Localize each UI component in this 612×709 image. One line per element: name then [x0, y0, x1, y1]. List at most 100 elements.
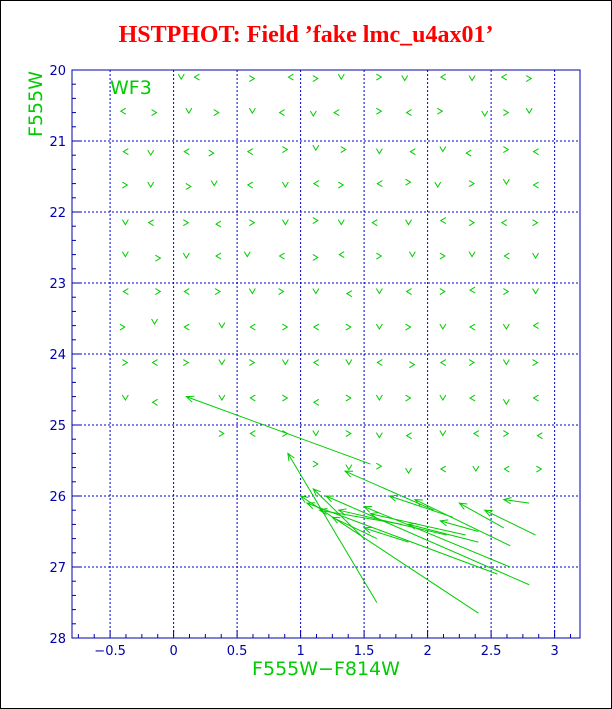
data-vector — [287, 453, 378, 603]
data-vector — [459, 502, 505, 529]
data-marker — [248, 288, 256, 295]
data-marker — [536, 432, 543, 440]
data-marker — [183, 148, 190, 156]
y-tick-label: 25 — [49, 419, 66, 434]
vector-arrowhead — [369, 511, 379, 519]
data-marker — [218, 394, 226, 401]
data-marker — [122, 148, 129, 156]
vector-arrowhead — [439, 519, 449, 527]
data-marker — [434, 181, 442, 188]
data-marker — [376, 180, 383, 188]
data-marker — [210, 180, 218, 187]
data-marker — [468, 219, 476, 227]
data-marker — [177, 73, 185, 81]
axis-ticks: −0.5 0 0.5 1 1.5 2 2.5 3 20 21 22 23 24 25 26 27 28 — [49, 64, 571, 659]
data-marker — [405, 219, 412, 226]
data-marker — [439, 430, 447, 437]
data-marker — [151, 318, 158, 326]
data-marker — [500, 73, 508, 81]
data-marker — [439, 288, 446, 295]
data-vector — [300, 495, 479, 614]
data-marker — [375, 432, 383, 439]
data-marker — [503, 109, 510, 117]
data-marker — [278, 109, 285, 117]
data-marker — [249, 359, 256, 366]
data-marker — [215, 220, 222, 228]
data-marker — [532, 394, 539, 402]
data-marker — [503, 252, 510, 260]
data-marker — [468, 359, 476, 366]
data-marker — [337, 181, 345, 189]
data-marker — [312, 323, 320, 331]
data-marker — [468, 180, 476, 188]
data-marker — [469, 323, 476, 331]
data-marker — [439, 323, 447, 330]
y-axis-label: F555W — [25, 71, 47, 137]
data-marker — [405, 467, 412, 475]
data-marker — [147, 181, 155, 188]
data-marker — [376, 73, 383, 81]
data-marker — [468, 251, 476, 258]
data-marker — [532, 252, 539, 259]
data-marker — [532, 288, 539, 295]
data-marker — [469, 286, 476, 294]
vector-arrowhead — [337, 508, 347, 516]
data-vector — [484, 509, 536, 536]
data-marker — [281, 219, 289, 226]
data-marker — [213, 109, 220, 117]
data-vector — [503, 499, 530, 504]
data-marker — [345, 430, 352, 437]
data-marker — [249, 75, 256, 82]
data-marker — [122, 181, 129, 189]
data-marker — [439, 146, 447, 153]
data-marker — [502, 359, 510, 366]
vector-arrowhead — [413, 498, 423, 506]
data-marker — [536, 465, 543, 473]
data-marker — [439, 359, 447, 366]
data-vector — [370, 513, 466, 536]
chart-title: HSTPHOT: Field ’fake lmc_u4ax01’ — [118, 22, 494, 48]
data-marker — [287, 73, 294, 81]
data-marker — [469, 394, 476, 402]
data-marker — [312, 144, 320, 152]
data-marker — [309, 110, 317, 117]
data-marker — [193, 73, 200, 81]
vector-arrowhead — [458, 502, 468, 510]
data-marker — [185, 183, 192, 190]
y-tick-label: 20 — [49, 64, 66, 79]
data-marker — [183, 219, 190, 227]
data-marker — [246, 148, 254, 156]
data-marker — [151, 398, 158, 406]
data-marker — [249, 394, 256, 402]
vector-arrowhead — [299, 495, 309, 503]
vector-arrowhead — [331, 516, 341, 524]
data-marker — [532, 148, 539, 156]
data-marker — [408, 251, 416, 258]
data-marker — [312, 254, 319, 261]
data-marker — [525, 107, 533, 115]
data-marker — [532, 322, 539, 330]
data-marker — [282, 146, 289, 153]
y-tick-label: 21 — [49, 135, 66, 150]
data-marker — [338, 251, 345, 259]
vector-arrowhead — [362, 506, 373, 513]
vector-arrowhead — [388, 494, 398, 502]
data-marker — [525, 75, 533, 82]
data-marker — [439, 465, 447, 473]
data-marker — [345, 394, 352, 402]
x-tick-label: −0.5 — [94, 644, 126, 659]
data-marker — [122, 288, 129, 295]
data-vector — [414, 499, 511, 547]
data-marker — [278, 252, 285, 260]
data-marker — [218, 359, 226, 366]
x-tick-label: 2 — [423, 644, 431, 659]
data-marker — [405, 109, 412, 117]
data-marker — [376, 462, 383, 470]
data-marker — [121, 251, 129, 258]
data-marker — [375, 323, 383, 330]
data-marker — [371, 219, 378, 227]
data-marker — [439, 394, 447, 401]
data-marker — [375, 394, 383, 401]
data-marker — [439, 217, 447, 224]
